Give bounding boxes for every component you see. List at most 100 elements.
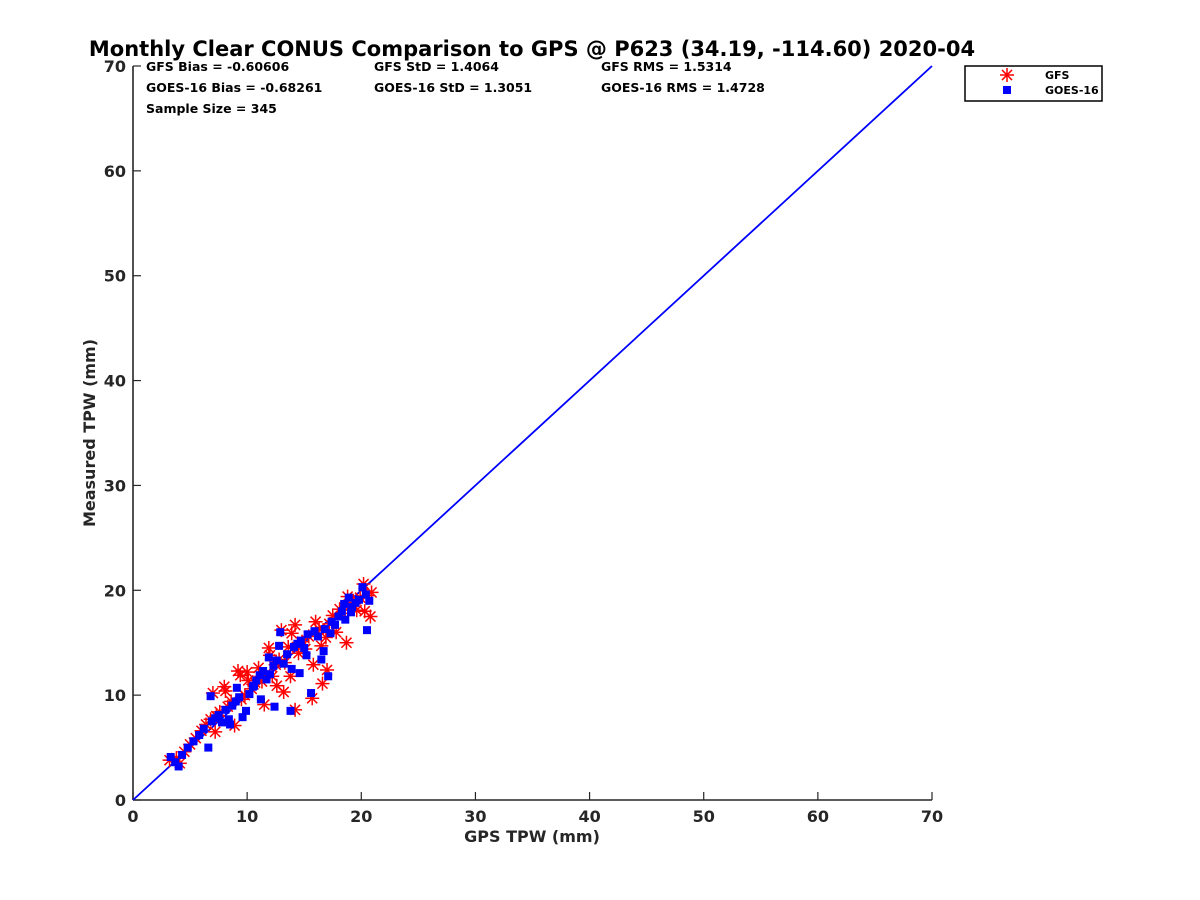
goes16-point — [361, 590, 370, 599]
y-axis-label: Measured TPW (mm) — [80, 339, 99, 527]
goes16-point — [166, 753, 175, 762]
goes16-point — [199, 724, 208, 733]
gfs-point — [218, 683, 233, 698]
goes16-point — [283, 650, 292, 659]
goes16-point — [310, 627, 319, 636]
goes16-point — [214, 711, 223, 720]
goes16-point — [183, 743, 192, 752]
goes16-point — [337, 607, 346, 616]
x-tick-label: 0 — [127, 807, 138, 826]
goes16-point — [226, 720, 235, 729]
stat-sample-size: Sample Size = 345 — [146, 101, 277, 116]
goes16-point — [358, 583, 367, 592]
y-tick-label: 20 — [104, 581, 126, 600]
goes16-point — [320, 625, 329, 634]
y-tick-label: 70 — [104, 57, 126, 76]
legend: GFS GOES-16 — [964, 65, 1103, 102]
stat-goes-std: GOES-16 StD = 1.3051 — [374, 80, 532, 95]
goes16-point — [255, 671, 264, 680]
goes16-point — [276, 628, 285, 637]
y-tick-label: 40 — [104, 372, 126, 391]
goes16-point — [231, 697, 240, 706]
goes16-point — [331, 620, 340, 629]
goes16-point — [232, 683, 241, 692]
goes16-point — [324, 672, 333, 681]
goes16-point — [295, 669, 304, 678]
legend-label-goes16: GOES-16 — [1045, 84, 1099, 97]
goes16-point — [300, 643, 309, 652]
goes16-point — [249, 681, 258, 690]
goes16-point — [189, 737, 198, 746]
chart-title: Monthly Clear CONUS Comparison to GPS @ … — [89, 37, 975, 61]
legend-goes16-symbol — [1003, 86, 1011, 94]
goes16-point — [344, 593, 353, 602]
goes16-point — [264, 653, 273, 662]
goes16-point — [171, 758, 180, 767]
goes16-point — [355, 595, 364, 604]
goes16-point — [326, 629, 335, 638]
goes16-point — [204, 743, 213, 752]
gfs-point — [315, 676, 330, 691]
goes16-point — [178, 750, 187, 759]
goes16-point — [348, 603, 357, 612]
y-tick-label: 30 — [104, 476, 126, 495]
goes16-series — [166, 583, 374, 771]
goes16-point — [341, 615, 350, 624]
goes16-point — [269, 661, 278, 670]
gfs-point — [339, 635, 354, 650]
goes16-point — [265, 670, 274, 679]
goes16-point — [334, 612, 343, 621]
y-tick-label: 10 — [104, 686, 126, 705]
gfs-point — [288, 617, 303, 632]
goes16-point — [221, 705, 230, 714]
x-tick-label: 20 — [350, 807, 372, 826]
goes16-point — [272, 656, 281, 665]
x-tick-label: 60 — [807, 807, 829, 826]
goes16-point — [262, 675, 271, 684]
goes16-point — [365, 596, 374, 605]
x-tick-label: 30 — [464, 807, 486, 826]
goes16-point — [287, 664, 296, 673]
goes16-point — [174, 762, 183, 771]
goes16-point — [279, 659, 288, 668]
goes16-point — [296, 636, 305, 645]
legend-gfs-marker — [1000, 68, 1014, 82]
y-tick-label: 60 — [104, 162, 126, 181]
legend-goes16-marker — [1003, 86, 1011, 94]
goes16-point — [235, 693, 244, 702]
gfs-point — [306, 657, 321, 672]
x-tick-label: 40 — [578, 807, 600, 826]
gfs-point — [261, 640, 276, 655]
goes16-point — [256, 695, 265, 704]
goes16-point — [317, 655, 326, 664]
stat-goes-bias: GOES-16 Bias = -0.68261 — [146, 80, 322, 95]
legend-gfs-symbol — [1000, 68, 1014, 82]
x-tick-label: 10 — [236, 807, 258, 826]
goes16-point — [286, 706, 295, 715]
goes16-point — [313, 632, 322, 641]
goes16-point — [224, 715, 233, 724]
goes16-point — [302, 651, 311, 660]
goes16-point — [347, 608, 356, 617]
goes16-point — [340, 599, 349, 608]
gfs-point — [357, 604, 372, 619]
goes16-point — [307, 689, 316, 698]
y-tick-label: 50 — [104, 267, 126, 286]
legend-box — [964, 65, 1103, 102]
goes16-point — [252, 676, 261, 685]
goes16-point — [259, 667, 268, 676]
x-tick-label: 70 — [921, 807, 943, 826]
x-tick-label: 50 — [693, 807, 715, 826]
goes16-point — [275, 641, 284, 650]
goes16-point — [238, 713, 247, 722]
goes16-point — [245, 690, 254, 699]
goes16-point — [218, 718, 227, 727]
goes16-point — [362, 626, 371, 635]
y-tick-label: 0 — [115, 791, 126, 810]
goes16-point — [195, 730, 204, 739]
goes16-point — [242, 706, 251, 715]
stat-gfs-std: GFS StD = 1.4064 — [374, 59, 499, 74]
plot-axes: 0 10 20 30 40 50 60 70 0 10 20 30 40 50 60 70 — [104, 57, 943, 826]
legend-label-gfs: GFS — [1045, 69, 1070, 82]
